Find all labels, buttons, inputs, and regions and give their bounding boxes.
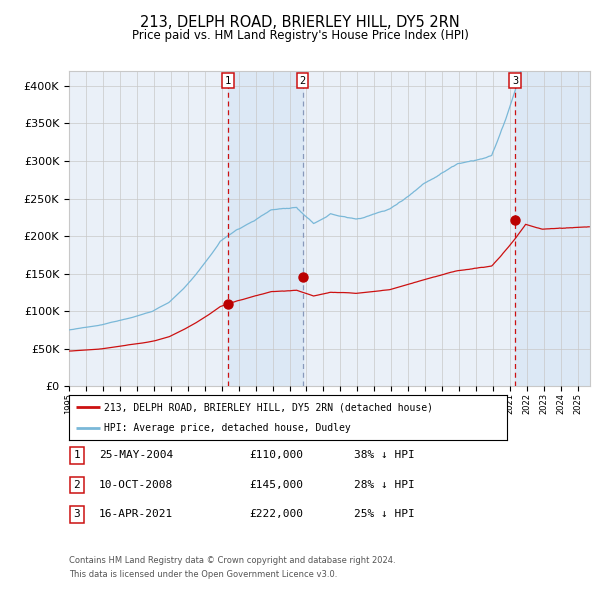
Text: 1: 1 xyxy=(225,76,231,86)
Text: £110,000: £110,000 xyxy=(249,451,303,460)
Text: 1: 1 xyxy=(73,451,80,460)
Text: Contains HM Land Registry data © Crown copyright and database right 2024.: Contains HM Land Registry data © Crown c… xyxy=(69,556,395,565)
Text: This data is licensed under the Open Government Licence v3.0.: This data is licensed under the Open Gov… xyxy=(69,571,337,579)
Text: 3: 3 xyxy=(73,510,80,519)
Text: 213, DELPH ROAD, BRIERLEY HILL, DY5 2RN: 213, DELPH ROAD, BRIERLEY HILL, DY5 2RN xyxy=(140,15,460,30)
Bar xyxy=(515,71,590,386)
Text: 28% ↓ HPI: 28% ↓ HPI xyxy=(354,480,415,490)
Text: 2: 2 xyxy=(299,76,306,86)
Text: £145,000: £145,000 xyxy=(249,480,303,490)
Text: 25-MAY-2004: 25-MAY-2004 xyxy=(99,451,173,460)
Bar xyxy=(228,71,302,386)
Text: £222,000: £222,000 xyxy=(249,510,303,519)
Text: 2: 2 xyxy=(73,480,80,490)
Text: 213, DELPH ROAD, BRIERLEY HILL, DY5 2RN (detached house): 213, DELPH ROAD, BRIERLEY HILL, DY5 2RN … xyxy=(104,402,433,412)
Text: 38% ↓ HPI: 38% ↓ HPI xyxy=(354,451,415,460)
Text: 3: 3 xyxy=(512,76,518,86)
Text: 25% ↓ HPI: 25% ↓ HPI xyxy=(354,510,415,519)
Text: 16-APR-2021: 16-APR-2021 xyxy=(99,510,173,519)
Text: 10-OCT-2008: 10-OCT-2008 xyxy=(99,480,173,490)
Text: Price paid vs. HM Land Registry's House Price Index (HPI): Price paid vs. HM Land Registry's House … xyxy=(131,30,469,42)
Text: HPI: Average price, detached house, Dudley: HPI: Average price, detached house, Dudl… xyxy=(104,422,351,432)
